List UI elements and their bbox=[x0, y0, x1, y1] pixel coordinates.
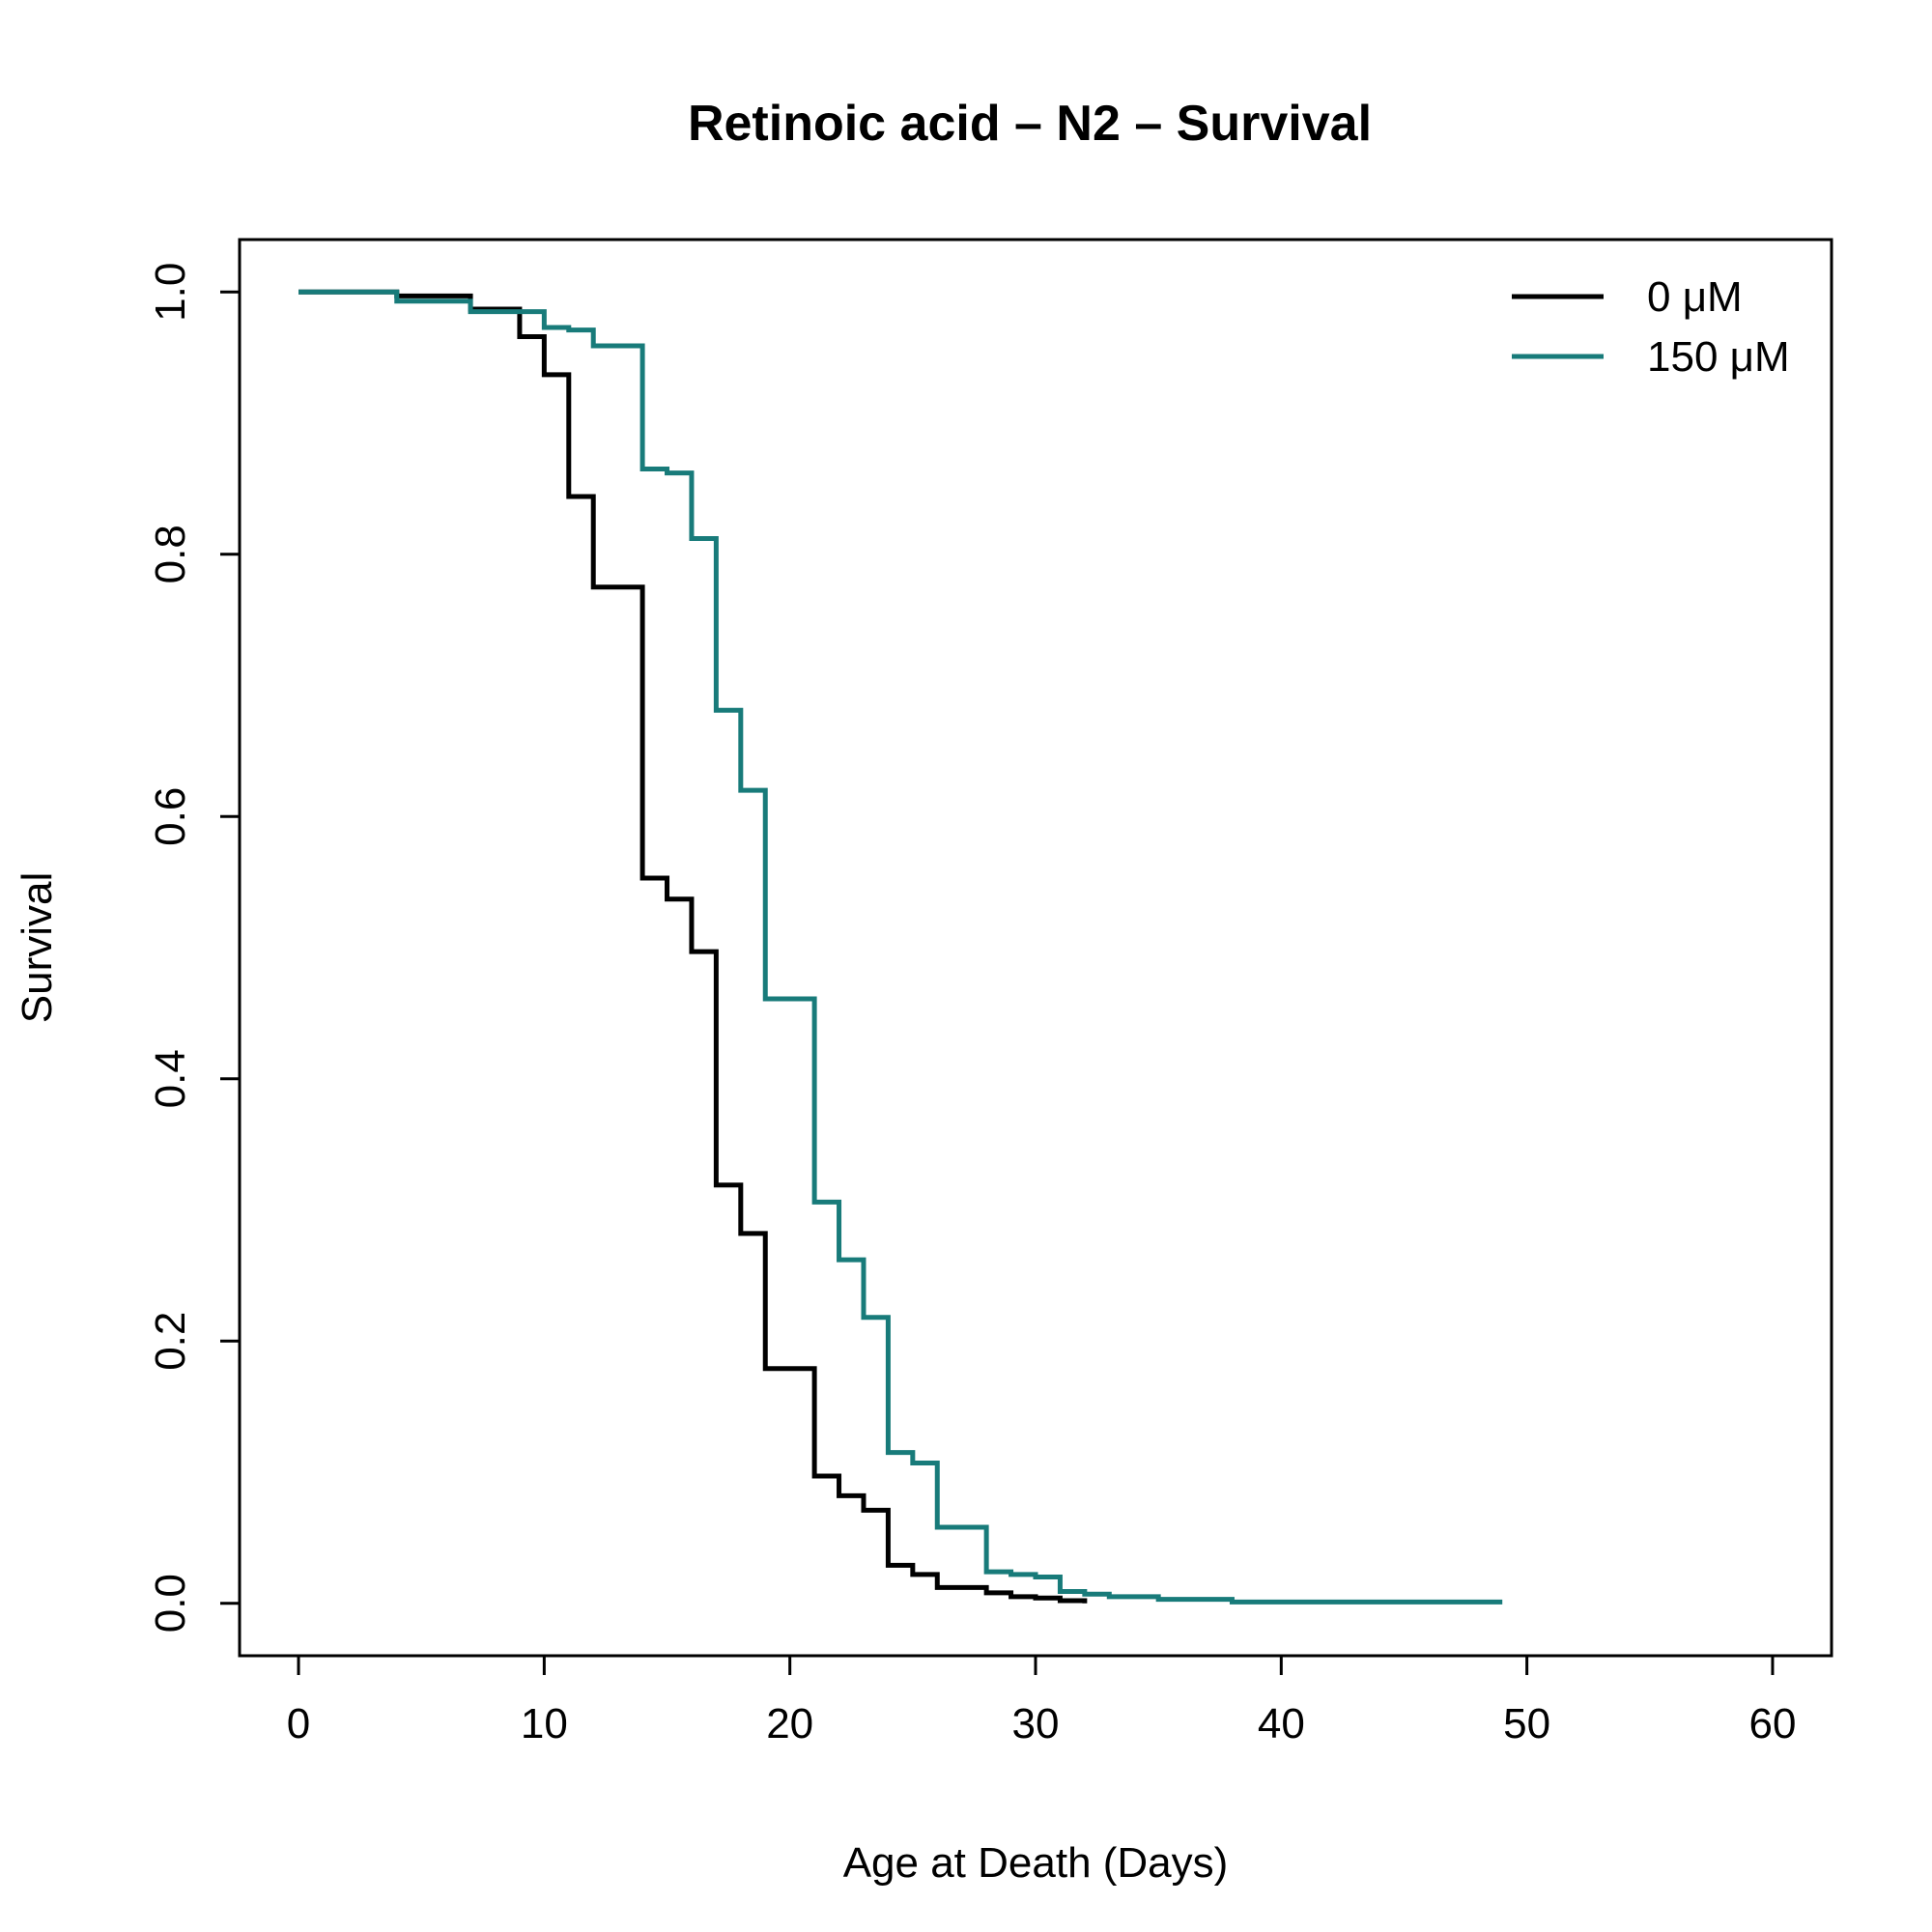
x-tick-label: 50 bbox=[1503, 1700, 1550, 1747]
y-tick-label: 0.0 bbox=[147, 1574, 194, 1633]
y-tick-label: 1.0 bbox=[147, 263, 194, 322]
y-tick-label: 0.6 bbox=[147, 787, 194, 846]
x-tick-label: 0 bbox=[287, 1700, 310, 1747]
series-layer bbox=[298, 289, 1503, 1605]
x-tick-label: 30 bbox=[1012, 1700, 1060, 1747]
chart-title: Retinoic acid – N2 – Survival bbox=[688, 96, 1372, 152]
x-axis: 0 10 20 30 40 50 60 bbox=[287, 1654, 1796, 1747]
legend-label: 0 μM bbox=[1647, 273, 1743, 321]
legend-label: 150 μM bbox=[1647, 333, 1790, 381]
y-tick-label: 0.4 bbox=[147, 1049, 194, 1108]
x-tick-label: 10 bbox=[521, 1700, 568, 1747]
y-tick-label: 0.2 bbox=[147, 1312, 194, 1371]
y-axis: 0.0 0.2 0.4 0.6 0.8 1.0 bbox=[147, 263, 242, 1633]
legend: 0 μM 150 μM bbox=[1512, 273, 1790, 381]
x-axis-label: Age at Death (Days) bbox=[843, 1839, 1229, 1887]
y-axis-label: Survival bbox=[14, 872, 61, 1024]
survival-curve-series-0 bbox=[298, 289, 1088, 1604]
survival-curve-series-1 bbox=[298, 289, 1503, 1605]
x-tick-label: 40 bbox=[1258, 1700, 1305, 1747]
x-tick-label: 60 bbox=[1748, 1700, 1796, 1747]
y-tick-label: 0.8 bbox=[147, 525, 194, 583]
x-tick-label: 20 bbox=[766, 1700, 813, 1747]
